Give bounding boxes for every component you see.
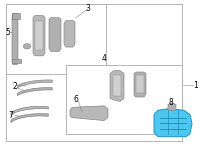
Bar (66, 65, 182, 134)
Polygon shape (12, 13, 18, 65)
Polygon shape (113, 75, 121, 96)
Polygon shape (17, 88, 52, 96)
Polygon shape (134, 72, 146, 97)
Polygon shape (17, 80, 52, 88)
Polygon shape (136, 75, 144, 93)
Polygon shape (154, 109, 192, 137)
Text: 5: 5 (5, 28, 10, 37)
Bar (6, 4, 106, 73)
Polygon shape (11, 114, 48, 123)
Text: 2: 2 (13, 82, 17, 91)
Polygon shape (168, 103, 176, 110)
Text: 4: 4 (102, 54, 106, 63)
Text: 3: 3 (86, 4, 90, 13)
Polygon shape (11, 106, 48, 115)
Polygon shape (70, 106, 108, 121)
Polygon shape (12, 13, 20, 19)
Polygon shape (12, 59, 21, 63)
Polygon shape (49, 18, 61, 51)
Polygon shape (35, 21, 43, 50)
Polygon shape (33, 15, 45, 56)
Text: 1: 1 (193, 81, 198, 90)
Circle shape (23, 44, 31, 49)
Bar (6, 4, 182, 141)
Polygon shape (64, 21, 75, 47)
Text: 8: 8 (169, 98, 173, 107)
Polygon shape (110, 71, 124, 101)
Text: 6: 6 (74, 95, 78, 105)
Text: 7: 7 (8, 111, 13, 120)
